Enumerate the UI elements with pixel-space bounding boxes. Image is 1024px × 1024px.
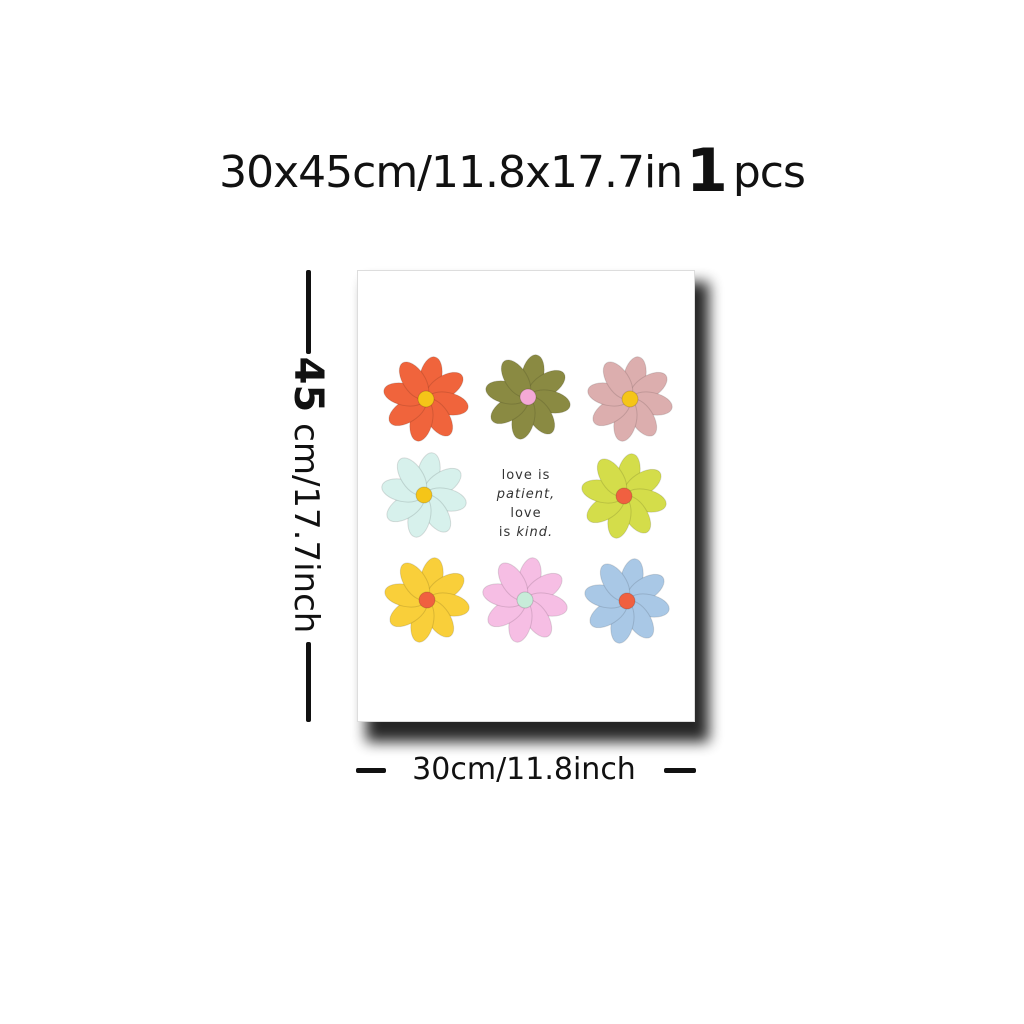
flower-center [417, 390, 435, 408]
flower-2 [485, 354, 571, 440]
height-label: 45 cm/17.7inch [285, 357, 331, 634]
flower-6 [384, 557, 470, 643]
flower-center [415, 486, 433, 504]
flower-grid [381, 354, 673, 644]
poster-canvas: love is patient, love is kind. [357, 270, 695, 722]
flower-1 [383, 356, 469, 442]
flower-8 [584, 558, 670, 644]
flower-center [519, 388, 537, 406]
flower-5 [581, 453, 667, 539]
flower-center [516, 591, 534, 609]
quote-line-4: is kind. [478, 523, 574, 542]
quote-line-4-emphasis: kind. [516, 525, 554, 540]
flower-center [618, 592, 636, 610]
quantity-number: 1 [686, 136, 728, 206]
flower-center [615, 487, 633, 505]
quote-line-2: patient, [496, 487, 556, 502]
height-bar-bottom [306, 642, 311, 722]
product-size-title: 30x45cm/11.8x17.7in1 pcs [0, 136, 1024, 206]
size-text: 30x45cm/11.8x17.7in [219, 147, 683, 198]
height-unit-text: cm/17.7inch [286, 423, 326, 634]
flower-center [418, 591, 436, 609]
flower-3 [587, 356, 673, 442]
height-bar-top [306, 270, 311, 354]
flower-center [621, 390, 639, 408]
quote-text: love is patient, love is kind. [478, 466, 574, 542]
width-label: 30cm/11.8inch [412, 752, 636, 787]
width-bar-left [356, 768, 386, 773]
height-number: 45 [285, 356, 331, 413]
quote-line-1: love is [501, 468, 551, 483]
flower-7 [482, 557, 568, 643]
flower-4 [381, 452, 467, 538]
quote-line-3: love [510, 506, 542, 521]
quote-line-4-prefix: is [498, 525, 517, 540]
width-bar-right [664, 768, 696, 773]
quantity-unit: pcs [732, 147, 806, 198]
